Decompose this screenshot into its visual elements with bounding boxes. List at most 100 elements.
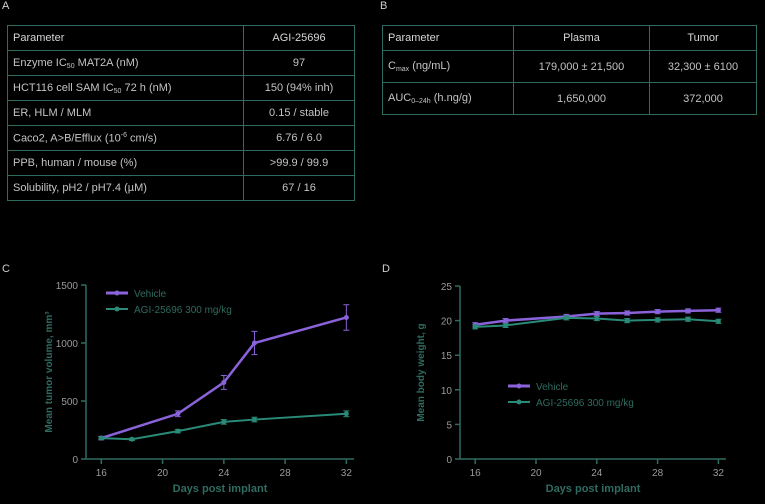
- row-value: 6.76 / 6.0: [243, 125, 355, 151]
- row-plasma: 1,650,000: [513, 82, 650, 115]
- header-compound: AGI-25696: [243, 25, 355, 51]
- row-value: 0.15 / stable: [243, 100, 355, 126]
- row-label: Solubility, pH2 / pH7.4 (µM): [7, 175, 244, 201]
- legend-label: AGI-25696 300 mg/kg: [536, 398, 634, 409]
- data-point: [715, 307, 721, 313]
- x-tick-label: 24: [218, 468, 230, 479]
- table-row: PPB, human / mouse (%) >99.9 / 99.9: [7, 150, 355, 176]
- legend-label: Vehicle: [536, 382, 569, 393]
- table-row: ER, HLM / MLM 0.15 / stable: [7, 100, 355, 126]
- row-label: Caco2, A>B/Efflux (10-6 cm/s): [7, 125, 244, 151]
- series-line-agi-25696: [101, 412, 347, 441]
- data-point: [685, 316, 691, 322]
- x-axis-label: Days post implant: [173, 483, 268, 495]
- data-point: [129, 436, 135, 442]
- data-point: [343, 314, 349, 320]
- x-tick-label: 32: [713, 468, 725, 479]
- y-tick-label: 20: [441, 317, 453, 328]
- data-point: [343, 411, 349, 417]
- data-point: [624, 310, 630, 316]
- row-label: PPB, human / mouse (%): [7, 150, 244, 176]
- row-label: Enzyme IC50 MAT2A (nM): [7, 50, 244, 76]
- header-tumor: Tumor: [649, 25, 757, 51]
- data-point: [98, 435, 104, 441]
- x-tick-label: 32: [341, 468, 353, 479]
- series-line-vehicle: [475, 308, 719, 326]
- legend-marker: [516, 383, 522, 389]
- row-value: 150 (94% inh): [243, 75, 355, 101]
- y-tick-label: 1000: [56, 339, 79, 350]
- data-point: [175, 428, 181, 434]
- data-point: [594, 311, 600, 317]
- data-point: [503, 318, 509, 324]
- data-point: [655, 309, 661, 315]
- data-point: [594, 316, 600, 322]
- table-header-row: Parameter Plasma Tumor: [382, 25, 757, 51]
- table-row: AUC0–24h (h.ng/g) 1,650,000 372,000: [382, 82, 757, 115]
- y-tick-label: 25: [441, 282, 453, 293]
- table-row: Caco2, A>B/Efflux (10-6 cm/s) 6.76 / 6.0: [7, 125, 355, 151]
- y-tick-label: 10: [441, 386, 453, 397]
- header-parameter: Parameter: [7, 25, 244, 51]
- legend-label: AGI-25696 300 mg/kg: [134, 305, 232, 316]
- tumor-volume-chart: C 0 500 1000 1500 16 20 24 28 32 Days post implant…: [2, 263, 354, 495]
- panel-b-letter: B: [380, 0, 388, 12]
- data-point: [251, 340, 257, 346]
- panel-letter: D: [382, 263, 390, 275]
- table-row: Solubility, pH2 / pH7.4 (µM) 67 / 16: [7, 175, 355, 201]
- pk-table: Parameter Plasma Tumor Cmax (ng/mL) 179,…: [382, 25, 757, 115]
- x-tick-label: 16: [470, 468, 482, 479]
- data-point: [655, 317, 661, 323]
- data-point: [685, 308, 691, 314]
- series-line-agi-25696: [475, 316, 719, 328]
- data-point: [563, 315, 569, 321]
- x-tick-label: 28: [652, 468, 664, 479]
- y-tick-label: 15: [441, 351, 453, 362]
- row-value: 67 / 16: [243, 175, 355, 201]
- legend-marker: [114, 306, 120, 312]
- legend-marker: [114, 290, 120, 296]
- data-point: [472, 324, 478, 330]
- row-label: AUC0–24h (h.ng/g): [382, 82, 514, 115]
- row-tumor: 32,300 ± 6100: [649, 50, 757, 83]
- panel-letter: C: [2, 263, 10, 275]
- x-tick-label: 20: [530, 468, 542, 479]
- row-label: ER, HLM / MLM: [7, 100, 244, 126]
- table-row: HCT116 cell SAM IC50 72 h (nM) 150 (94% …: [7, 75, 355, 101]
- legend-label: Vehicle: [134, 289, 167, 300]
- header-parameter: Parameter: [382, 25, 514, 51]
- y-tick-label: 0: [446, 455, 452, 466]
- y-tick-label: 0: [72, 455, 78, 466]
- data-point: [221, 419, 227, 425]
- x-tick-label: 20: [157, 468, 169, 479]
- y-axis-label: Mean tumor volume, mm³: [44, 311, 55, 433]
- data-point: [503, 322, 509, 328]
- data-point: [251, 417, 257, 423]
- table-row: Cmax (ng/mL) 179,000 ± 21,500 32,300 ± 6…: [382, 50, 757, 83]
- x-axis-label: Days post implant: [546, 483, 641, 495]
- table-header-row: Parameter AGI-25696: [7, 25, 355, 51]
- x-tick-label: 28: [280, 468, 292, 479]
- data-point: [221, 379, 227, 385]
- row-label: HCT116 cell SAM IC50 72 h (nM): [7, 75, 244, 101]
- table-row: Enzyme IC50 MAT2A (nM) 97: [7, 50, 355, 76]
- body-weight-chart: D 0 5 10 15 20 25 16 20 24 28 32 Days post implant Me…: [382, 263, 726, 495]
- row-label: Cmax (ng/mL): [382, 50, 514, 83]
- header-plasma: Plasma: [513, 25, 650, 51]
- x-tick-label: 24: [591, 468, 603, 479]
- y-tick-label: 1500: [56, 281, 79, 292]
- data-point: [624, 318, 630, 324]
- data-point: [715, 318, 721, 324]
- legend-marker: [516, 399, 522, 405]
- row-value: 97: [243, 50, 355, 76]
- data-point: [175, 411, 181, 417]
- y-axis-label: Mean body weight, g: [416, 323, 427, 421]
- y-tick-label: 500: [61, 397, 78, 408]
- y-tick-label: 5: [446, 420, 452, 431]
- row-plasma: 179,000 ± 21,500: [513, 50, 650, 83]
- x-tick-label: 16: [96, 468, 108, 479]
- row-value: >99.9 / 99.9: [243, 150, 355, 176]
- panel-a-letter: A: [2, 0, 10, 12]
- row-tumor: 372,000: [649, 82, 757, 115]
- properties-table: Parameter AGI-25696 Enzyme IC50 MAT2A (n…: [7, 25, 355, 201]
